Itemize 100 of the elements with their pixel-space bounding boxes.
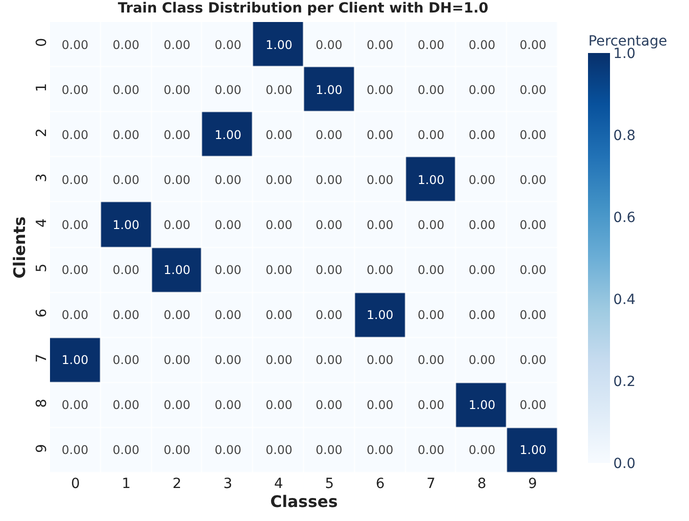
- data-label: 1.00: [316, 83, 342, 98]
- data-label: 0.00: [214, 353, 242, 368]
- data-label: 0.00: [164, 38, 190, 52]
- data-label: 0.00: [316, 353, 342, 368]
- data-label: 0.00: [214, 38, 242, 52]
- data-label: 0.00: [112, 308, 140, 322]
- data-label: 0.00: [366, 443, 394, 458]
- data-label: 0.00: [62, 83, 88, 98]
- data-label: 0.00: [520, 398, 546, 412]
- data-label: 0.00: [468, 128, 496, 142]
- data-label: 0.00: [112, 398, 140, 412]
- data-label: 1.00: [468, 398, 496, 412]
- color-bar-label: 0.0: [613, 456, 636, 472]
- data-label: 1.00: [62, 353, 88, 368]
- data-label: 0.00: [316, 218, 342, 232]
- x-tick-label: 2: [172, 476, 182, 492]
- y-tick-label: 1: [34, 83, 50, 92]
- data-label: 0.00: [366, 128, 394, 142]
- data-label: 0.00: [62, 443, 88, 458]
- data-label: 0.00: [468, 263, 496, 278]
- y-tick-label: 2: [34, 128, 50, 138]
- y-tick-label: 6: [34, 308, 50, 318]
- data-label: 0.00: [418, 443, 444, 458]
- data-label: 0.00: [520, 83, 546, 98]
- y-tick-label: 3: [34, 173, 50, 182]
- data-label: 0.00: [316, 263, 342, 278]
- data-label: 0.00: [468, 83, 496, 98]
- data-label: 0.00: [418, 263, 444, 278]
- data-label: 0.00: [62, 38, 88, 52]
- x-tick-label: 0: [70, 476, 80, 492]
- x-tick-label: 8: [477, 476, 486, 492]
- x-tick-label: 3: [223, 476, 232, 492]
- data-label: 0.00: [266, 353, 292, 368]
- data-label: 0.00: [62, 218, 88, 232]
- data-label: 1.00: [520, 443, 546, 458]
- y-tick-label: 9: [34, 444, 50, 453]
- color-bar-label: 0.6: [613, 210, 636, 226]
- data-label: 0.00: [214, 443, 242, 458]
- data-label: 0.00: [418, 128, 444, 142]
- y-tick-label: 4: [34, 218, 50, 228]
- data-label: 0.00: [214, 173, 242, 188]
- data-label: 0.00: [112, 353, 140, 368]
- x-tick-label: 5: [324, 476, 334, 492]
- data-label: 0.00: [418, 83, 444, 98]
- data-label: 0.00: [266, 263, 292, 278]
- data-label: 0.00: [520, 173, 546, 188]
- data-label: 0.00: [214, 398, 242, 412]
- data-label: 0.00: [316, 398, 342, 412]
- x-tick-label: 9: [528, 476, 538, 492]
- data-label: 0.00: [62, 308, 88, 322]
- data-label: 0.00: [112, 173, 140, 188]
- data-label: 0.00: [266, 443, 292, 458]
- data-label: 0.00: [366, 83, 394, 98]
- data-label: 0.00: [266, 308, 292, 322]
- data-label: 0.00: [316, 128, 342, 142]
- data-label: 0.00: [418, 218, 444, 232]
- data-label: 0.00: [366, 173, 394, 188]
- data-label: 0.00: [316, 308, 342, 322]
- data-label: 0.00: [366, 38, 394, 52]
- data-label: 0.00: [164, 398, 190, 412]
- data-label: 0.00: [62, 398, 88, 412]
- data-label: 1.00: [112, 218, 140, 232]
- data-label: 0.00: [468, 443, 496, 458]
- chart-title: Train Class Distribution per Client with DH=1.0: [118, 0, 489, 16]
- data-label: 0.00: [266, 173, 292, 188]
- data-label: 0.00: [520, 38, 546, 52]
- x-tick-label: 7: [426, 476, 436, 492]
- data-label: 0.00: [366, 218, 394, 232]
- data-label: 1.00: [214, 128, 242, 142]
- data-label: 1.00: [164, 263, 190, 278]
- data-label: 1.00: [266, 38, 292, 52]
- data-label: 0.00: [164, 173, 190, 188]
- data-label: 1.00: [366, 308, 394, 322]
- data-label: 0.00: [520, 218, 546, 232]
- data-label: 0.00: [366, 398, 394, 412]
- data-label: 0.00: [214, 218, 242, 232]
- y-tick-label: 5: [34, 263, 50, 272]
- data-label: 0.00: [520, 308, 546, 322]
- data-label: 0.00: [468, 353, 496, 368]
- color-bar-label: 0.8: [613, 128, 636, 144]
- data-label: 0.00: [214, 83, 242, 98]
- data-label: 0.00: [112, 38, 140, 52]
- data-label: 0.00: [266, 218, 292, 232]
- data-label: 0.00: [266, 83, 292, 98]
- data-label: 0.00: [164, 83, 190, 98]
- data-label: 0.00: [418, 353, 444, 368]
- y-tick-label: 0: [34, 38, 50, 47]
- data-label: 0.00: [112, 128, 140, 142]
- data-label: 0.00: [520, 263, 546, 278]
- data-label: 0.00: [266, 398, 292, 412]
- data-label: 0.00: [214, 263, 242, 278]
- color-bar-label: 0.4: [613, 292, 636, 308]
- data-label: 0.00: [366, 263, 394, 278]
- data-label: 0.00: [164, 353, 190, 368]
- color-bar-label: 0.2: [613, 374, 636, 390]
- data-label: 0.00: [316, 443, 342, 458]
- data-label: 0.00: [366, 353, 394, 368]
- data-label: 0.00: [164, 128, 190, 142]
- data-label: 0.00: [468, 38, 496, 52]
- data-label: 0.00: [418, 398, 444, 412]
